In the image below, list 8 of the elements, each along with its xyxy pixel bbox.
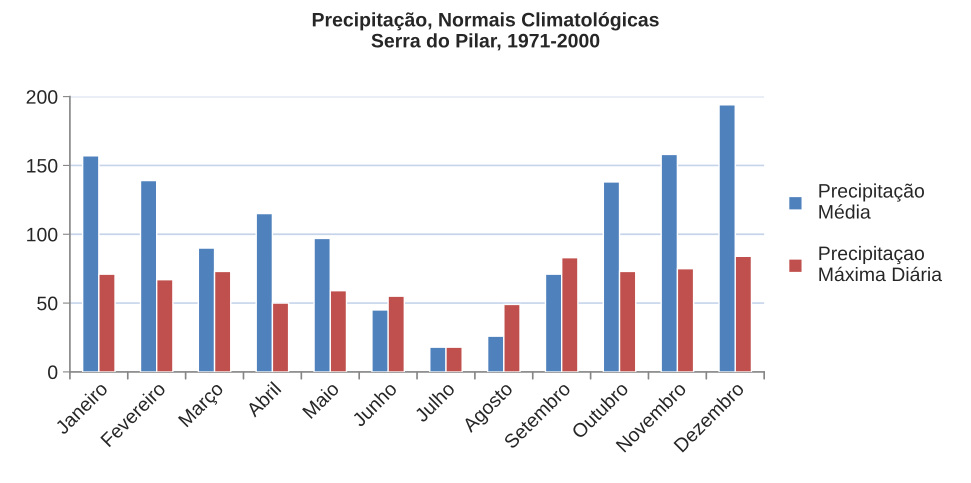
y-tick-label: 50 xyxy=(37,296,58,310)
legend-label: Precipitação Média xyxy=(819,183,924,219)
y-tick-label: 100 xyxy=(27,228,58,242)
y-tick-label: 150 xyxy=(27,158,58,173)
y-tick-label: 0 xyxy=(48,365,58,380)
legend-label: Precipitaçao Máxima Diária xyxy=(819,246,942,282)
y-tick-label: 200 xyxy=(26,90,58,104)
chart-title: Precipitação, Normais Climatológicas Serra do Pilar, 1971-2000 xyxy=(312,12,659,50)
